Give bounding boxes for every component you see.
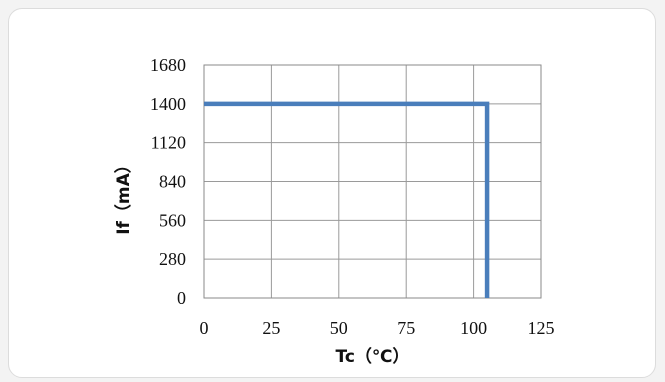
y-axis-title: If（mA） [113,156,134,235]
x-tick-label: 125 [528,318,555,338]
y-tick-label: 1400 [150,94,186,114]
x-tick-label: 50 [330,318,348,338]
x-tick-label: 100 [460,318,487,338]
y-tick-label: 0 [177,288,186,308]
y-tick-labels: 0 280 560 840 1120 1400 1680 [150,55,186,308]
grid [203,64,542,299]
y-tick-label: 1680 [150,55,186,75]
x-tick-label: 25 [262,318,280,338]
x-axis-title: Tc（℃） [335,346,409,367]
plot-area [203,64,542,299]
series-layer [204,101,490,298]
x-tick-label: 75 [397,318,415,338]
chart-card [8,8,656,378]
series-line [204,101,490,298]
y-tick-label: 1120 [151,133,186,153]
x-tick-label: 0 [200,318,209,338]
y-tick-label: 280 [159,249,186,269]
y-tick-label: 840 [159,172,186,192]
y-tick-label: 560 [159,210,186,230]
x-tick-labels: 0 25 50 75 100 125 [200,318,555,338]
